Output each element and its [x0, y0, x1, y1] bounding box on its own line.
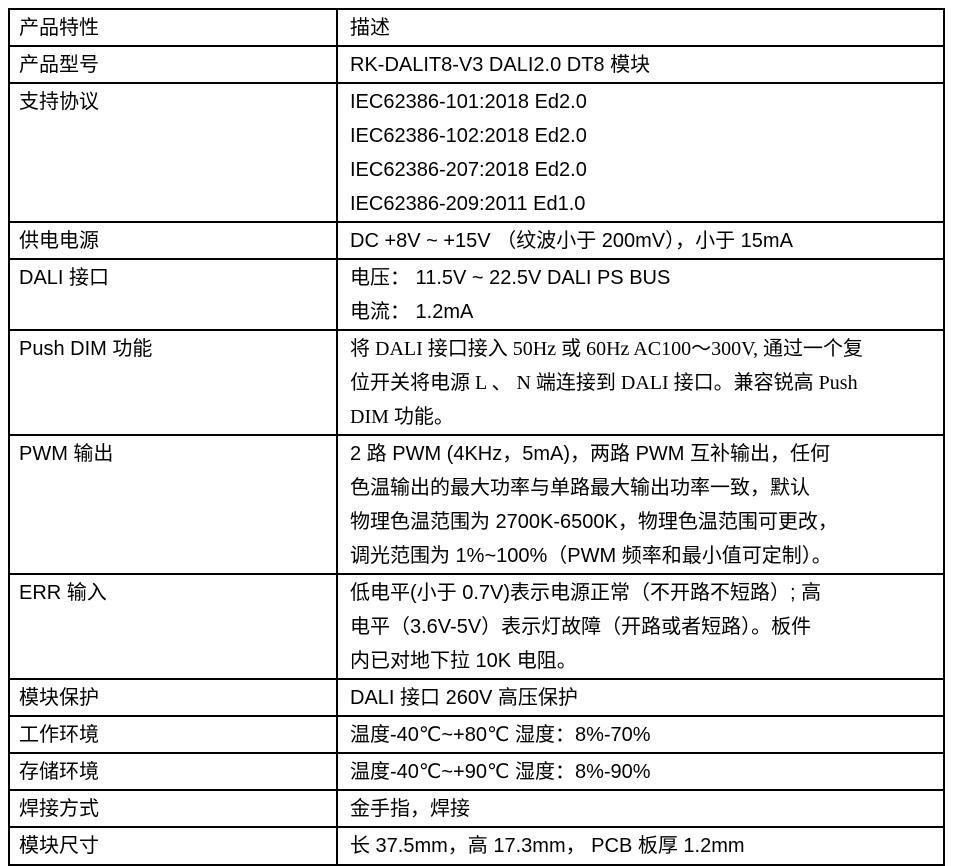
feature-cell: DALI 接口	[8, 258, 338, 331]
description-cell: DALI 接口 260V 高压保护	[336, 678, 945, 717]
feature-cell: 焊接方式	[8, 789, 338, 828]
table-row-soldering: 焊接方式 金手指，焊接	[8, 789, 945, 828]
feature-cell: 支持协议	[8, 82, 338, 223]
description-cell: 电压： 11.5V ~ 22.5V DALI PS BUS 电流： 1.2mA	[336, 258, 945, 331]
spec-table-container: 产品特性 描述 产品型号 RK-DALIT8-V3 DALI2.0 DT8 模块…	[8, 8, 945, 866]
feature-cell: ERR 输入	[8, 573, 338, 680]
feature-header-cell: 产品特性	[8, 8, 338, 47]
description-cell: IEC62386-101:2018 Ed2.0 IEC62386-102:201…	[336, 82, 945, 223]
table-row-dali-interface: DALI 接口 电压： 11.5V ~ 22.5V DALI PS BUS 电流…	[8, 258, 945, 331]
feature-cell: 供电电源	[8, 221, 338, 260]
feature-cell: 工作环境	[8, 715, 338, 754]
table-row-err-input: ERR 输入 低电平(小于 0.7V)表示电源正常（不开路不短路）; 高 电平（…	[8, 573, 945, 680]
feature-cell: Push DIM 功能	[8, 329, 338, 436]
feature-cell: 模块保护	[8, 678, 338, 717]
header-row: 产品特性 描述	[8, 8, 945, 47]
feature-cell: 模块尺寸	[8, 826, 338, 866]
description-cell: 低电平(小于 0.7V)表示电源正常（不开路不短路）; 高 电平（3.6V-5V…	[336, 573, 945, 680]
table-row-model: 产品型号 RK-DALIT8-V3 DALI2.0 DT8 模块	[8, 45, 945, 84]
description-cell: 金手指，焊接	[336, 789, 945, 828]
table-row-module-protection: 模块保护 DALI 接口 260V 高压保护	[8, 678, 945, 717]
table-row-operating-env: 工作环境 温度-40℃~+80℃ 湿度：8%-70%	[8, 715, 945, 754]
description-cell: 将 DALI 接口接入 50Hz 或 60Hz AC100～300V, 通过一个…	[336, 329, 945, 436]
description-cell: 温度-40℃~+90℃ 湿度：8%-90%	[336, 752, 945, 791]
feature-cell: 存储环境	[8, 752, 338, 791]
table-row-module-size: 模块尺寸 长 37.5mm，高 17.3mm， PCB 板厚 1.2mm	[8, 826, 945, 866]
table-row-pwm-output: PWM 输出 2 路 PWM (4KHz，5mA)，两路 PWM 互补输出，任何…	[8, 434, 945, 575]
feature-cell: PWM 输出	[8, 434, 338, 575]
description-cell: 2 路 PWM (4KHz，5mA)，两路 PWM 互补输出，任何 色温输出的最…	[336, 434, 945, 575]
table-row-power-supply: 供电电源 DC +8V ~ +15V （纹波小于 200mV），小于 15mA	[8, 221, 945, 260]
description-cell: DC +8V ~ +15V （纹波小于 200mV），小于 15mA	[336, 221, 945, 260]
table-row-push-dim: Push DIM 功能 将 DALI 接口接入 50Hz 或 60Hz AC10…	[8, 329, 945, 436]
feature-cell: 产品型号	[8, 45, 338, 84]
description-cell: 长 37.5mm，高 17.3mm， PCB 板厚 1.2mm	[336, 826, 945, 866]
table-row-storage-env: 存储环境 温度-40℃~+90℃ 湿度：8%-90%	[8, 752, 945, 791]
product-spec-table: 产品特性 描述 产品型号 RK-DALIT8-V3 DALI2.0 DT8 模块…	[8, 8, 945, 866]
table-row-protocols: 支持协议 IEC62386-101:2018 Ed2.0 IEC62386-10…	[8, 82, 945, 223]
description-cell: 温度-40℃~+80℃ 湿度：8%-70%	[336, 715, 945, 754]
description-cell: RK-DALIT8-V3 DALI2.0 DT8 模块	[336, 45, 945, 84]
description-header-cell: 描述	[336, 8, 945, 47]
